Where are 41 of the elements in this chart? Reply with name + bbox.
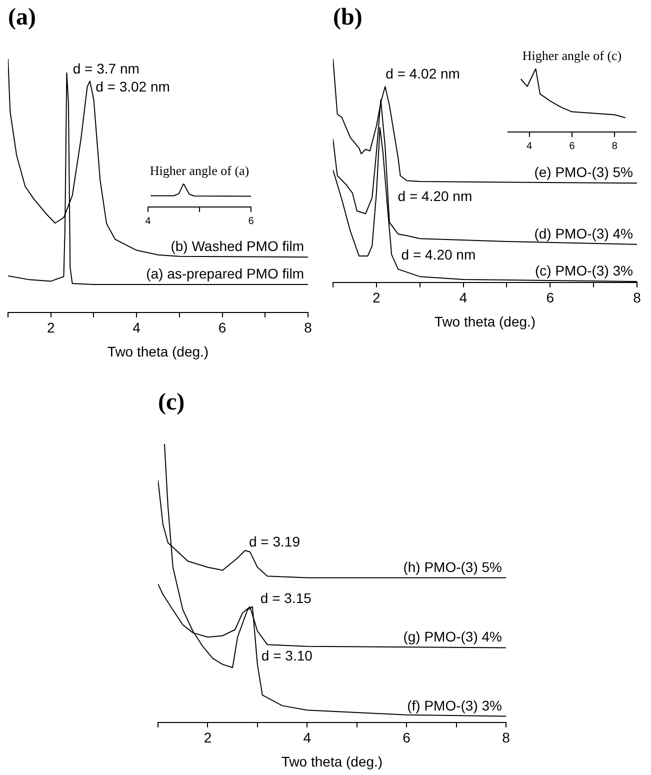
x-tick-label: 8: [612, 140, 618, 152]
x-tick-label: 2: [372, 290, 381, 306]
x-tick-label: 2: [46, 320, 55, 336]
x-tick-label: 4: [145, 216, 152, 227]
x-tick-label: 6: [402, 730, 411, 746]
x-tick-label: 4: [526, 140, 533, 152]
series-label: (g) PMO-(3) 4%: [403, 628, 502, 645]
chart-title: (c): [158, 390, 185, 416]
x-tick-label: 4: [303, 730, 312, 746]
x-tick-label: 4: [459, 290, 468, 306]
x-tick-label: 4: [132, 320, 141, 336]
chart-title: Higher angle of (c): [522, 48, 622, 64]
chart-title: (a): [8, 4, 36, 31]
x-tick-label: 8: [304, 320, 312, 336]
annotation: d = 4.20 nm: [398, 188, 472, 204]
x-axis-title: Two theta (deg.): [107, 343, 209, 360]
x-tick-label: 6: [248, 216, 254, 227]
x-axis-title: Two theta (deg.): [281, 753, 383, 770]
x-axis-title: Two theta (deg.): [434, 313, 536, 330]
annotation: d = 3.10: [261, 647, 313, 664]
annotation: d = 4.02 nm: [386, 65, 460, 82]
annotation: d = 3.7 nm: [72, 60, 140, 77]
series-label: (b) Washed PMO film: [170, 238, 304, 254]
x-tick-label: 6: [546, 290, 554, 306]
x-tick-label: 6: [569, 140, 576, 152]
x-tick-label: 8: [633, 290, 642, 306]
series-label: (d) PMO-(3) 4%: [534, 225, 633, 242]
x-tick-label: 6: [218, 320, 226, 336]
annotation: d = 4.20 nm: [401, 246, 476, 262]
series-label: (c) PMO-(3) 3%: [535, 262, 633, 279]
chart-title: (b): [333, 4, 362, 31]
x-tick-label: 8: [502, 730, 510, 746]
series-label: (f) PMO-(3) 3%: [407, 697, 502, 714]
annotation: d = 3.15: [260, 590, 312, 606]
x-tick-label: 2: [204, 730, 212, 746]
series-label: (h) PMO-(3) 5%: [403, 558, 502, 575]
series-label: (e) PMO-(3) 5%: [534, 164, 633, 180]
chart-title: Higher angle of (a): [150, 163, 250, 178]
annotation: d = 3.02 nm: [96, 78, 170, 95]
series-label: (a) as-prepared PMO film: [146, 266, 304, 282]
annotation: d = 3.19: [249, 534, 300, 550]
